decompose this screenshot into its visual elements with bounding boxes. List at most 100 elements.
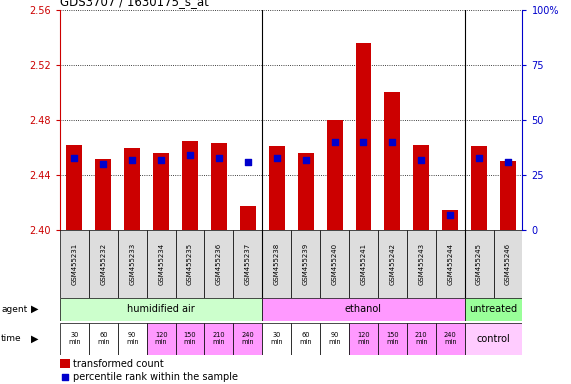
Text: GSM455234: GSM455234	[158, 243, 164, 285]
Text: 60
min: 60 min	[299, 333, 312, 345]
Text: 30
min: 30 min	[68, 333, 81, 345]
Bar	[89, 323, 118, 355]
Text: time: time	[1, 334, 22, 343]
Point	[330, 139, 339, 145]
Text: GSM455239: GSM455239	[303, 243, 309, 285]
Text: 30
min: 30 min	[271, 333, 283, 345]
Point	[504, 159, 513, 165]
Bar	[465, 230, 493, 298]
Bar	[176, 230, 204, 298]
Bar	[124, 147, 140, 230]
Point	[417, 157, 426, 163]
Bar	[211, 144, 227, 230]
Bar	[147, 323, 176, 355]
Bar	[291, 230, 320, 298]
Text: GSM455240: GSM455240	[332, 243, 337, 285]
Bar	[465, 298, 522, 321]
Text: ▶: ▶	[31, 304, 39, 314]
Text: 210
min: 210 min	[415, 333, 428, 345]
Bar	[182, 141, 198, 230]
Text: 150
min: 150 min	[386, 333, 399, 345]
Bar	[349, 230, 378, 298]
Text: GSM455245: GSM455245	[476, 243, 482, 285]
Bar	[60, 230, 89, 298]
Text: 120
min: 120 min	[155, 333, 167, 345]
Point	[388, 139, 397, 145]
Point	[359, 139, 368, 145]
Bar	[384, 93, 400, 230]
Point	[156, 157, 166, 163]
Point	[272, 154, 282, 161]
Bar	[234, 323, 262, 355]
Text: GSM455231: GSM455231	[71, 243, 78, 285]
Bar	[204, 230, 234, 298]
Bar	[234, 230, 262, 298]
Point	[61, 374, 70, 380]
Text: GSM455246: GSM455246	[505, 243, 511, 285]
Point	[214, 154, 223, 161]
Bar	[500, 161, 516, 230]
Point	[243, 159, 252, 165]
Bar	[407, 323, 436, 355]
Text: GSM455233: GSM455233	[129, 243, 135, 285]
Bar	[240, 205, 256, 230]
Bar	[436, 230, 465, 298]
Point	[128, 157, 137, 163]
Bar	[60, 359, 70, 368]
Bar	[60, 323, 89, 355]
Bar	[147, 230, 176, 298]
Text: GSM455238: GSM455238	[274, 243, 280, 285]
Bar	[118, 323, 147, 355]
Bar	[493, 230, 522, 298]
Bar	[60, 298, 262, 321]
Bar	[378, 230, 407, 298]
Bar	[291, 323, 320, 355]
Bar	[262, 323, 291, 355]
Text: 240
min: 240 min	[444, 333, 457, 345]
Bar	[118, 230, 147, 298]
Bar	[465, 323, 522, 355]
Bar	[262, 298, 465, 321]
Text: GSM455242: GSM455242	[389, 243, 395, 285]
Text: 120
min: 120 min	[357, 333, 370, 345]
Bar	[413, 145, 429, 230]
Text: GSM455236: GSM455236	[216, 243, 222, 285]
Text: control: control	[477, 334, 510, 344]
Text: GSM455235: GSM455235	[187, 243, 193, 285]
Point	[445, 212, 455, 218]
Bar	[327, 120, 343, 230]
Bar	[356, 43, 371, 230]
Bar	[349, 323, 378, 355]
Text: humidified air: humidified air	[127, 304, 195, 314]
Text: 90
min: 90 min	[328, 333, 341, 345]
Point	[301, 157, 310, 163]
Text: 150
min: 150 min	[184, 333, 196, 345]
Bar	[153, 153, 169, 230]
Text: GSM455237: GSM455237	[245, 243, 251, 285]
Text: GSM455232: GSM455232	[100, 243, 106, 285]
Text: percentile rank within the sample: percentile rank within the sample	[73, 372, 238, 382]
Text: GDS3707 / 1630175_s_at: GDS3707 / 1630175_s_at	[60, 0, 209, 8]
Bar	[443, 210, 458, 230]
Text: 60
min: 60 min	[97, 333, 110, 345]
Text: ▶: ▶	[31, 334, 39, 344]
Bar	[320, 230, 349, 298]
Bar	[320, 323, 349, 355]
Point	[186, 152, 195, 158]
Bar	[378, 323, 407, 355]
Text: ethanol: ethanol	[345, 304, 382, 314]
Text: 210
min: 210 min	[212, 333, 225, 345]
Text: 90
min: 90 min	[126, 333, 139, 345]
Bar	[262, 230, 291, 298]
Bar	[471, 146, 487, 230]
Point	[70, 154, 79, 161]
Bar	[204, 323, 234, 355]
Bar	[176, 323, 204, 355]
Bar	[297, 153, 313, 230]
Text: GSM455243: GSM455243	[419, 243, 424, 285]
Text: agent: agent	[1, 305, 27, 314]
Text: GSM455244: GSM455244	[447, 243, 453, 285]
Bar	[269, 146, 285, 230]
Bar	[66, 145, 82, 230]
Bar	[95, 159, 111, 230]
